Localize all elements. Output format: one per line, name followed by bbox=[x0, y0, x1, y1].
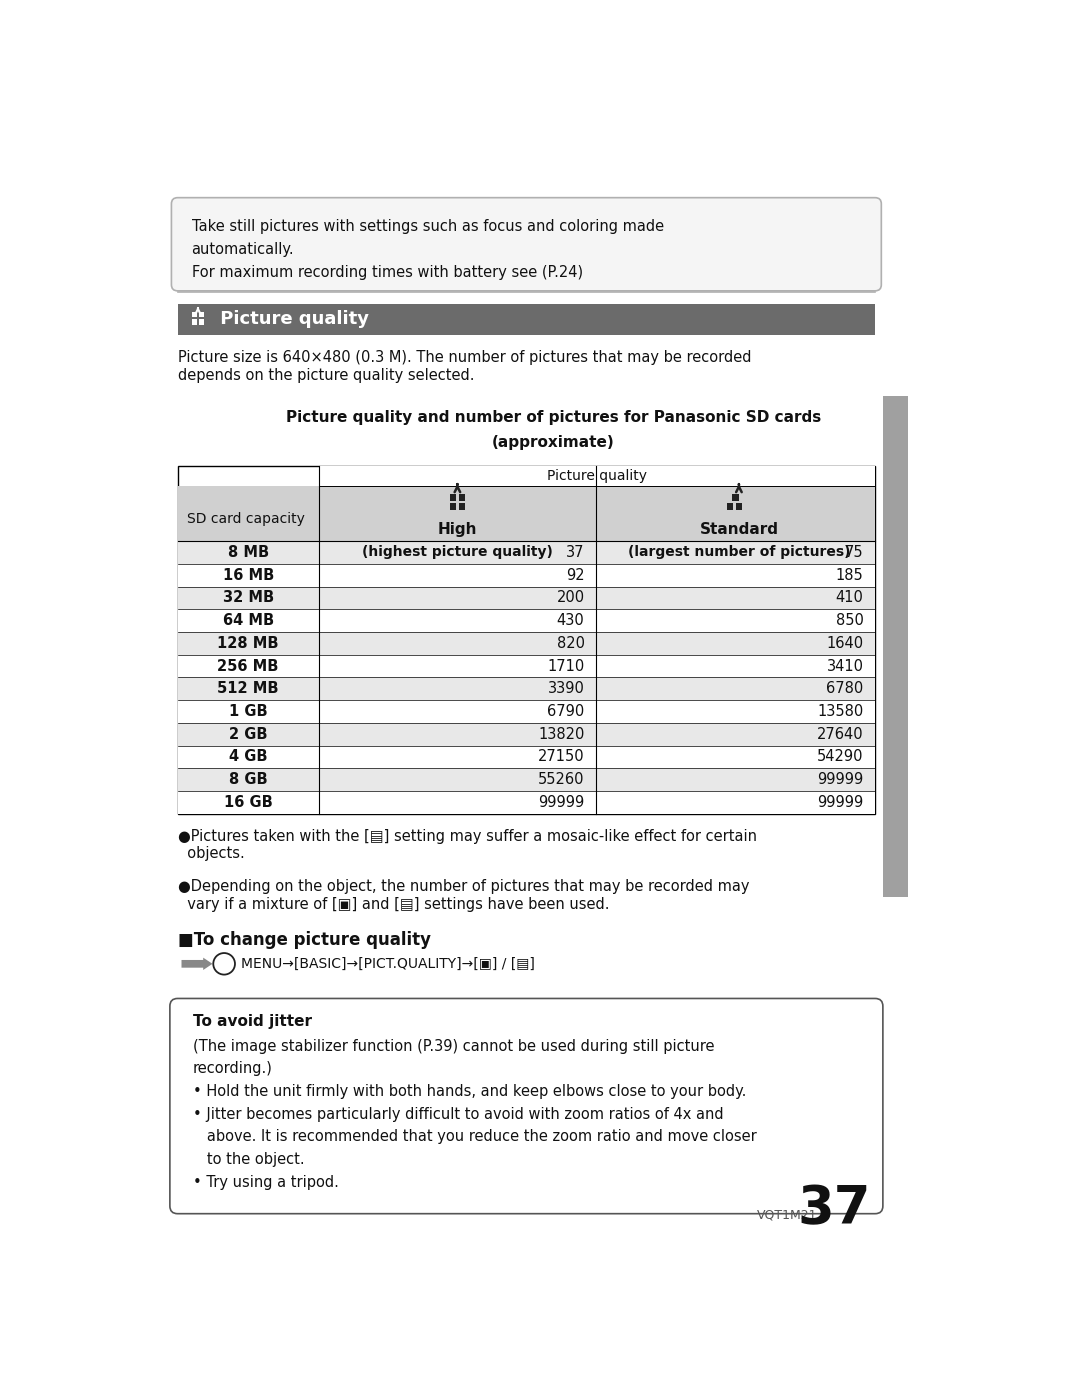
Bar bbox=[449, 503, 456, 510]
Text: (largest number of pictures): (largest number of pictures) bbox=[627, 545, 850, 559]
Text: 64 MB: 64 MB bbox=[222, 613, 273, 629]
Bar bbox=[177, 791, 875, 813]
Text: 4 GB: 4 GB bbox=[229, 749, 268, 764]
Bar bbox=[459, 495, 465, 500]
Text: 32 MB: 32 MB bbox=[222, 591, 273, 605]
Text: 55260: 55260 bbox=[538, 773, 584, 787]
Bar bbox=[199, 312, 204, 317]
Bar bbox=[177, 678, 875, 700]
Bar bbox=[882, 397, 907, 897]
Text: High: High bbox=[437, 522, 477, 536]
Text: Picture size is 640×480 (0.3 M). The number of pictures that may be recorded
dep: Picture size is 640×480 (0.3 M). The num… bbox=[177, 351, 751, 383]
Bar bbox=[459, 503, 465, 510]
Text: 16 MB: 16 MB bbox=[222, 567, 273, 583]
Text: Picture quality: Picture quality bbox=[546, 468, 647, 482]
Text: 3410: 3410 bbox=[826, 658, 864, 673]
Text: MENU→[BASIC]→[PICT.QUALITY]→[▣] / [▤]: MENU→[BASIC]→[PICT.QUALITY]→[▣] / [▤] bbox=[241, 957, 535, 971]
Text: 16 GB: 16 GB bbox=[224, 795, 272, 810]
FancyBboxPatch shape bbox=[170, 999, 882, 1214]
Text: (approximate): (approximate) bbox=[492, 434, 615, 450]
Text: 2 GB: 2 GB bbox=[229, 726, 268, 742]
Text: ●Pictures taken with the [▤] setting may suffer a mosaic-like effect for certain: ●Pictures taken with the [▤] setting may… bbox=[177, 828, 757, 862]
Text: 1640: 1640 bbox=[826, 636, 864, 651]
Bar bbox=[732, 495, 739, 500]
Text: 128 MB: 128 MB bbox=[217, 636, 279, 651]
Text: For maximum recording times with battery see (P.24): For maximum recording times with battery… bbox=[191, 265, 583, 281]
Text: above. It is recommended that you reduce the zoom ratio and move closer: above. It is recommended that you reduce… bbox=[193, 1129, 757, 1144]
Bar bbox=[177, 768, 875, 791]
Text: 8 GB: 8 GB bbox=[229, 773, 268, 787]
Text: 92: 92 bbox=[566, 567, 584, 583]
Text: 256 MB: 256 MB bbox=[217, 658, 279, 673]
Text: 37: 37 bbox=[798, 1183, 872, 1235]
Text: Picture quality: Picture quality bbox=[214, 310, 369, 328]
Text: 99999: 99999 bbox=[538, 795, 584, 810]
Text: 27150: 27150 bbox=[538, 749, 584, 764]
Bar bbox=[177, 655, 875, 678]
Text: VQT1M21: VQT1M21 bbox=[756, 1208, 816, 1222]
Text: recording.): recording.) bbox=[193, 1062, 273, 1076]
Bar bbox=[177, 746, 875, 768]
Text: To avoid jitter: To avoid jitter bbox=[193, 1014, 312, 1028]
FancyArrow shape bbox=[181, 958, 213, 970]
Text: 3390: 3390 bbox=[548, 682, 584, 696]
Bar bbox=[319, 465, 875, 486]
Bar bbox=[727, 503, 733, 510]
Bar bbox=[177, 305, 875, 335]
Text: Picture quality and number of pictures for Panasonic SD cards: Picture quality and number of pictures f… bbox=[286, 411, 821, 425]
Text: 410: 410 bbox=[836, 591, 864, 605]
Text: 99999: 99999 bbox=[818, 773, 864, 787]
Bar bbox=[735, 503, 742, 510]
Text: 185: 185 bbox=[836, 567, 864, 583]
Text: 54290: 54290 bbox=[816, 749, 864, 764]
Bar bbox=[177, 722, 875, 746]
Bar bbox=[177, 564, 875, 587]
Text: 430: 430 bbox=[557, 613, 584, 629]
Text: 6780: 6780 bbox=[826, 682, 864, 696]
Text: • Jitter becomes particularly difficult to avoid with zoom ratios of 4x and: • Jitter becomes particularly difficult … bbox=[193, 1106, 724, 1122]
Text: (highest picture quality): (highest picture quality) bbox=[362, 545, 553, 559]
Text: ■To change picture quality: ■To change picture quality bbox=[177, 932, 431, 950]
Text: • Hold the unit firmly with both hands, and keep elbows close to your body.: • Hold the unit firmly with both hands, … bbox=[193, 1084, 746, 1099]
Text: (The image stabilizer function (P.39) cannot be used during still picture: (The image stabilizer function (P.39) ca… bbox=[193, 1038, 715, 1053]
Text: 99999: 99999 bbox=[818, 795, 864, 810]
Bar bbox=[177, 609, 875, 631]
Text: SD card capacity: SD card capacity bbox=[187, 511, 305, 525]
Text: to the object.: to the object. bbox=[193, 1153, 305, 1166]
Text: 1710: 1710 bbox=[548, 658, 584, 673]
Text: ●Depending on the object, the number of pictures that may be recorded may
  vary: ●Depending on the object, the number of … bbox=[177, 879, 750, 911]
Text: 8 MB: 8 MB bbox=[228, 545, 269, 560]
Text: Take still pictures with settings such as focus and coloring made: Take still pictures with settings such a… bbox=[191, 219, 664, 235]
Bar bbox=[177, 700, 875, 722]
Bar bbox=[177, 631, 875, 655]
Bar bbox=[177, 486, 875, 541]
Text: 1 GB: 1 GB bbox=[229, 704, 268, 719]
FancyBboxPatch shape bbox=[172, 197, 881, 291]
Text: automatically.: automatically. bbox=[191, 242, 294, 257]
Bar bbox=[191, 312, 197, 317]
Text: 850: 850 bbox=[836, 613, 864, 629]
Text: 6790: 6790 bbox=[548, 704, 584, 719]
Text: Standard: Standard bbox=[700, 522, 779, 536]
Bar bbox=[199, 320, 204, 324]
Text: 512 MB: 512 MB bbox=[217, 682, 279, 696]
Bar bbox=[449, 495, 456, 500]
Bar bbox=[177, 541, 875, 564]
Text: 27640: 27640 bbox=[816, 726, 864, 742]
Text: 75: 75 bbox=[845, 545, 864, 560]
Bar bbox=[191, 320, 197, 324]
Text: 200: 200 bbox=[556, 591, 584, 605]
Text: • Try using a tripod.: • Try using a tripod. bbox=[193, 1175, 339, 1190]
Text: 37: 37 bbox=[566, 545, 584, 560]
Bar bbox=[177, 587, 875, 609]
Text: 820: 820 bbox=[556, 636, 584, 651]
Text: 13580: 13580 bbox=[818, 704, 864, 719]
Text: 13820: 13820 bbox=[538, 726, 584, 742]
Bar bbox=[177, 465, 875, 813]
